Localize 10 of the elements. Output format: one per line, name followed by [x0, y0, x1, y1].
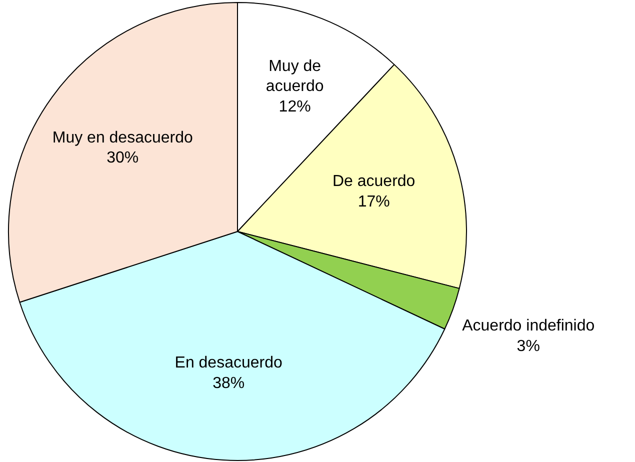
data-label: 12% — [278, 98, 311, 116]
data-label: 3% — [516, 338, 540, 355]
slice-label: Muy de acuerdo — [266, 58, 324, 96]
slice-label: Acuerdo indefinido — [462, 318, 595, 335]
data-label: 17% — [358, 194, 390, 211]
slice-label: De acuerdo — [332, 173, 416, 190]
slice-label: Muy en desacuerdo — [52, 129, 194, 146]
data-label: 38% — [212, 374, 245, 392]
slice-label: En desacuerdo — [174, 354, 283, 372]
data-label: 30% — [106, 150, 139, 167]
